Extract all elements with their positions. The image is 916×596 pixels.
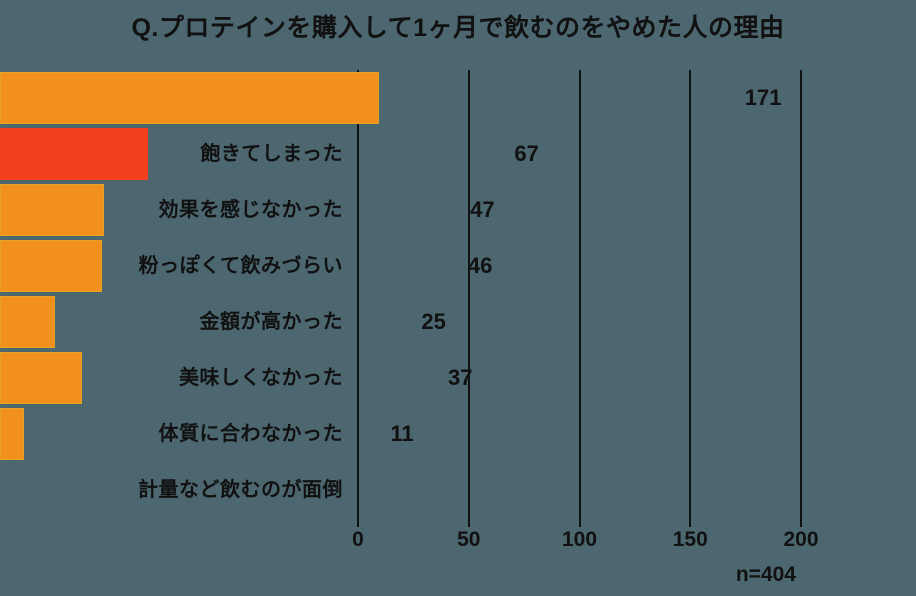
gridline-0 [357, 70, 359, 518]
x-tick-label: 0 [352, 528, 364, 551]
bar-row: 金額が高かった 25 [0, 294, 916, 350]
gridline-200 [800, 70, 802, 518]
bar-row: 効果を感じなかった 47 [0, 182, 916, 238]
value-label: 46 [467, 253, 493, 278]
category-label: 飽きてしまった [200, 143, 343, 165]
value-label: 47 [470, 197, 495, 222]
bar-6 [0, 408, 25, 460]
x-tick-mark [467, 518, 470, 527]
bar-row: 習慣が身に付かなかった171 [0, 70, 916, 126]
x-tick-label: 150 [672, 528, 708, 551]
x-tick-label: 200 [783, 528, 819, 551]
gridline-150 [689, 70, 692, 518]
bar-2 [0, 184, 105, 236]
bar-4 [0, 296, 56, 348]
x-tick-label: 100 [561, 528, 598, 551]
category-label: 計量など飲むのが面倒 [138, 479, 343, 501]
bar-3 [0, 240, 102, 292]
x-tick-mark [689, 518, 692, 527]
category-label: 金額が高かった [199, 311, 343, 333]
value-label: 11 [390, 421, 414, 446]
category-label: 粉っぽくて飲みづらい [138, 255, 343, 277]
bar-0 [0, 72, 379, 124]
x-axis: 0 50 100 150 200 [352, 518, 819, 558]
value-label: 25 [421, 309, 446, 334]
x-tick-mark [800, 518, 802, 527]
chart-title: Q.プロテインを購入して1ヶ月で飲むのをやめた人の理由 [131, 14, 785, 42]
bar-rows: 習慣が身に付かなかった171 飽きてしまった 67 効果を感じなかった 47 粉っぽくて飲… [0, 70, 916, 518]
bar-5 [0, 352, 82, 404]
value-label: 171 [744, 85, 782, 110]
sample-size-annotation: n=404 [735, 563, 796, 586]
value-label: 67 [514, 141, 539, 166]
x-tick-label: 50 [457, 528, 481, 551]
x-tick-mark [357, 518, 359, 527]
gridline-100 [578, 70, 581, 518]
bar-row: 美味しくなかった 37 [0, 350, 916, 406]
bar-row: 飽きてしまった 67 [0, 126, 916, 182]
value-label: 37 [447, 365, 473, 390]
bar-row: 粉っぽくて飲みづらい 46 [0, 238, 916, 294]
category-label: 効果を感じなかった [158, 199, 343, 221]
category-label: 体質に合わなかった [158, 423, 343, 445]
x-tick-mark [578, 518, 581, 527]
plot-area [357, 70, 802, 518]
gridline-50 [467, 70, 470, 518]
bar-row: 計量など飲むのが面倒 [0, 462, 916, 518]
bar-1 [0, 128, 149, 180]
category-label: 美味しくなかった [179, 367, 343, 389]
bar-row: 体質に合わなかった 11 [0, 406, 916, 462]
